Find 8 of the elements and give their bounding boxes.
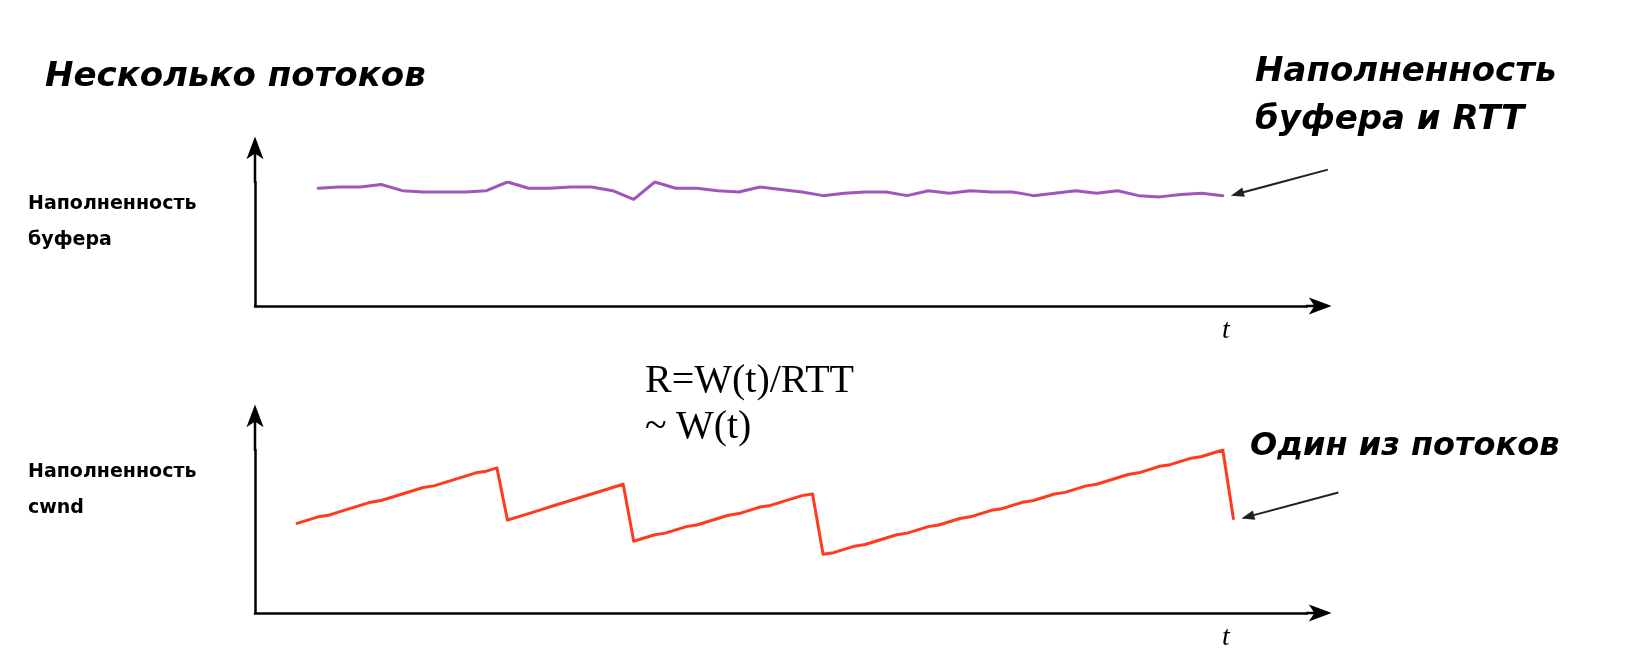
text: Наполненность буфера и RTT <box>1255 49 1557 137</box>
y-axis-title: Наполненность cwnd <box>28 459 197 517</box>
annotation: Один из потоков <box>1250 425 1560 463</box>
text: R=W(t)/RTT ~ W(t) <box>645 355 855 447</box>
x-axis-title: t <box>1222 619 1231 651</box>
y-axis-title: Наполненность буфера <box>28 191 197 249</box>
chart-title: Несколько потоков <box>45 54 426 94</box>
x-axis-title: t <box>1222 312 1231 344</box>
